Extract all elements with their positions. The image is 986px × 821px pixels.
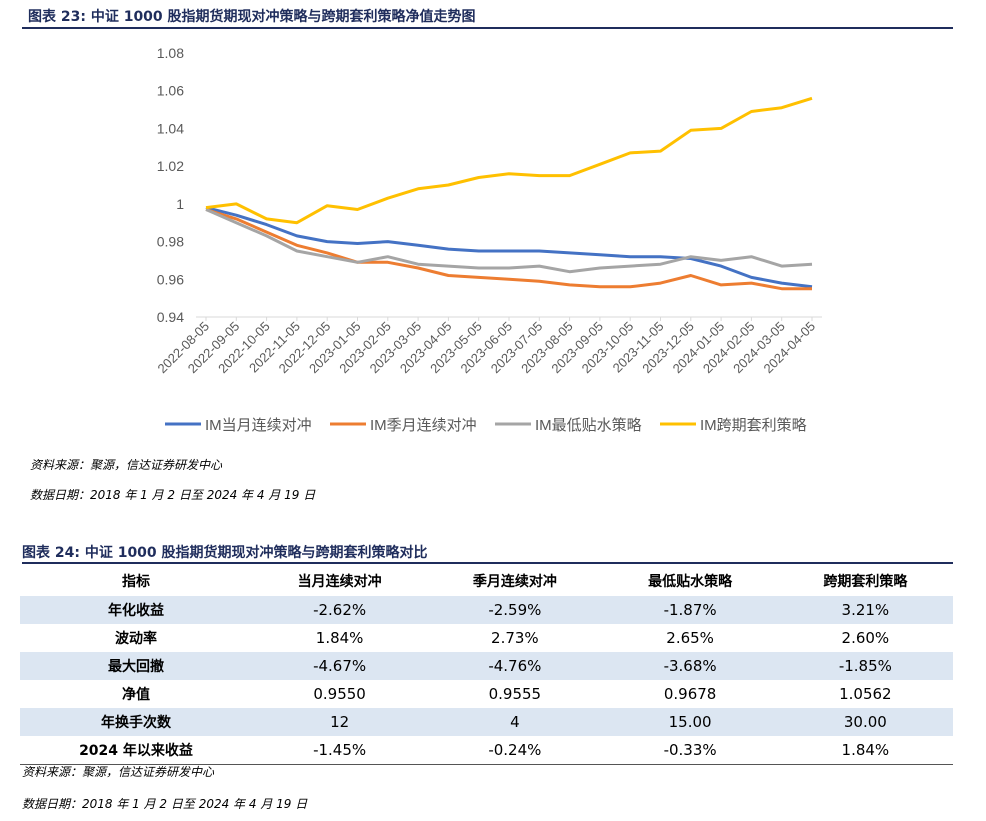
legend-label: IM跨期套利策略 xyxy=(700,417,807,434)
value-cell: -1.87% xyxy=(602,596,778,624)
row-label-cell: 年换手次数 xyxy=(20,708,252,736)
figure-23-source: 资料来源：聚源，信达证券研发中心 xyxy=(30,458,223,472)
value-cell: 0.9550 xyxy=(313,685,366,703)
value-cell: 0.9678 xyxy=(663,685,717,703)
value-cell: 1.0562 xyxy=(839,685,892,703)
row-label-cell: 波动率 xyxy=(114,631,157,647)
figure-23-date-note: 数据日期：2018 年 1 月 2 日至 2024 年 4 月 19 日 xyxy=(30,488,316,502)
value-cell: 30.00 xyxy=(777,708,953,736)
value-cell: 0.9555 xyxy=(488,685,542,703)
row-label-cell: 最大回撤 xyxy=(20,652,252,680)
table-header-row: 指标 当月连续对冲 季月连续对冲 最低贴水策略 跨期套利策略 xyxy=(20,566,953,596)
legend-label: IM季月连续对冲 xyxy=(370,417,477,434)
header-cell: 最低贴水策略 xyxy=(648,574,733,590)
table-row: 净值 0.9550 0.9555 0.9678 1.0562 xyxy=(20,680,953,708)
value-cell: -1.85% xyxy=(777,652,953,680)
series-line-2 xyxy=(205,208,813,274)
value-cell: -0.33% xyxy=(602,736,778,765)
y-tick-label: 1.04 xyxy=(157,120,184,136)
value-cell: -1.45% xyxy=(251,736,428,765)
title-rule-table xyxy=(22,562,953,564)
y-tick-label: 0.96 xyxy=(157,271,184,287)
figure-24-title: 图表 24: 中证 1000 股指期货期现对冲策略与跨期套利策略对比 xyxy=(22,545,428,561)
value-cell: -4.67% xyxy=(251,652,428,680)
y-tick-label: 1 xyxy=(176,196,184,212)
figure-24-source: 资料来源：聚源，信达证券研发中心 xyxy=(22,765,215,779)
value-cell: 1.84% xyxy=(315,629,364,647)
value-cell: 4 xyxy=(427,708,603,736)
value-cell: -2.59% xyxy=(427,596,603,624)
value-cell: -0.24% xyxy=(427,736,603,765)
header-cell: 季月连续对冲 xyxy=(472,574,557,590)
value-cell: 2.65% xyxy=(666,629,714,647)
table-row: 年化收益 -2.62% -2.59% -1.87% 3.21% xyxy=(20,596,953,624)
series-line-3 xyxy=(205,96,813,225)
value-cell: 2.73% xyxy=(491,629,539,647)
value-cell: 15.00 xyxy=(602,708,778,736)
legend-label: IM当月连续对冲 xyxy=(205,417,312,434)
header-cell: 跨期套利策略 xyxy=(823,574,908,590)
strategy-comparison-table: 指标 当月连续对冲 季月连续对冲 最低贴水策略 跨期套利策略 年化收益 -2.62… xyxy=(20,566,953,765)
row-label-cell: 年化收益 xyxy=(20,596,252,624)
table-row: 2024 年以来收益 -1.45% -0.24% -0.33% 1.84% xyxy=(20,736,953,765)
y-tick-label: 0.98 xyxy=(157,234,184,250)
figure-23-title: 图表 23: 中证 1000 股指期货期现对冲策略与跨期套利策略净值走势图 xyxy=(28,9,476,25)
value-cell: -2.62% xyxy=(251,596,428,624)
y-tick-label: 1.02 xyxy=(157,158,184,174)
value-cell: -3.68% xyxy=(602,652,778,680)
table-row: 年换手次数 12 4 15.00 30.00 xyxy=(20,708,953,736)
series-line-1 xyxy=(205,208,812,291)
row-label-cell: 2024 年以来收益 xyxy=(20,736,252,765)
header-cell: 当月连续对冲 xyxy=(297,574,382,590)
series-line-0 xyxy=(205,206,813,289)
y-tick-label: 1.08 xyxy=(157,45,184,61)
y-tick-label: 1.06 xyxy=(157,83,184,99)
y-tick-label: 0.94 xyxy=(157,309,184,325)
value-cell: 12 xyxy=(251,708,428,736)
row-label-cell: 净值 xyxy=(121,687,150,703)
title-rule-top xyxy=(22,27,953,29)
value-cell: 2.60% xyxy=(841,629,890,647)
header-cell: 指标 xyxy=(121,574,150,590)
legend-label: IM最低贴水策略 xyxy=(535,417,642,434)
table-row: 最大回撤 -4.67% -4.76% -3.68% -1.85% xyxy=(20,652,953,680)
figure-24-date-note: 数据日期：2018 年 1 月 2 日至 2024 年 4 月 19 日 xyxy=(22,797,308,811)
table-row: 波动率 1.84% 2.73% 2.65% 2.60% xyxy=(20,624,953,652)
value-cell: 3.21% xyxy=(777,596,953,624)
value-cell: -4.76% xyxy=(427,652,603,680)
value-cell: 1.84% xyxy=(777,736,953,765)
